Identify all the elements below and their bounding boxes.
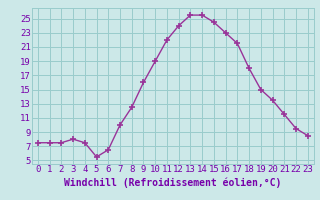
X-axis label: Windchill (Refroidissement éolien,°C): Windchill (Refroidissement éolien,°C)	[64, 177, 282, 188]
